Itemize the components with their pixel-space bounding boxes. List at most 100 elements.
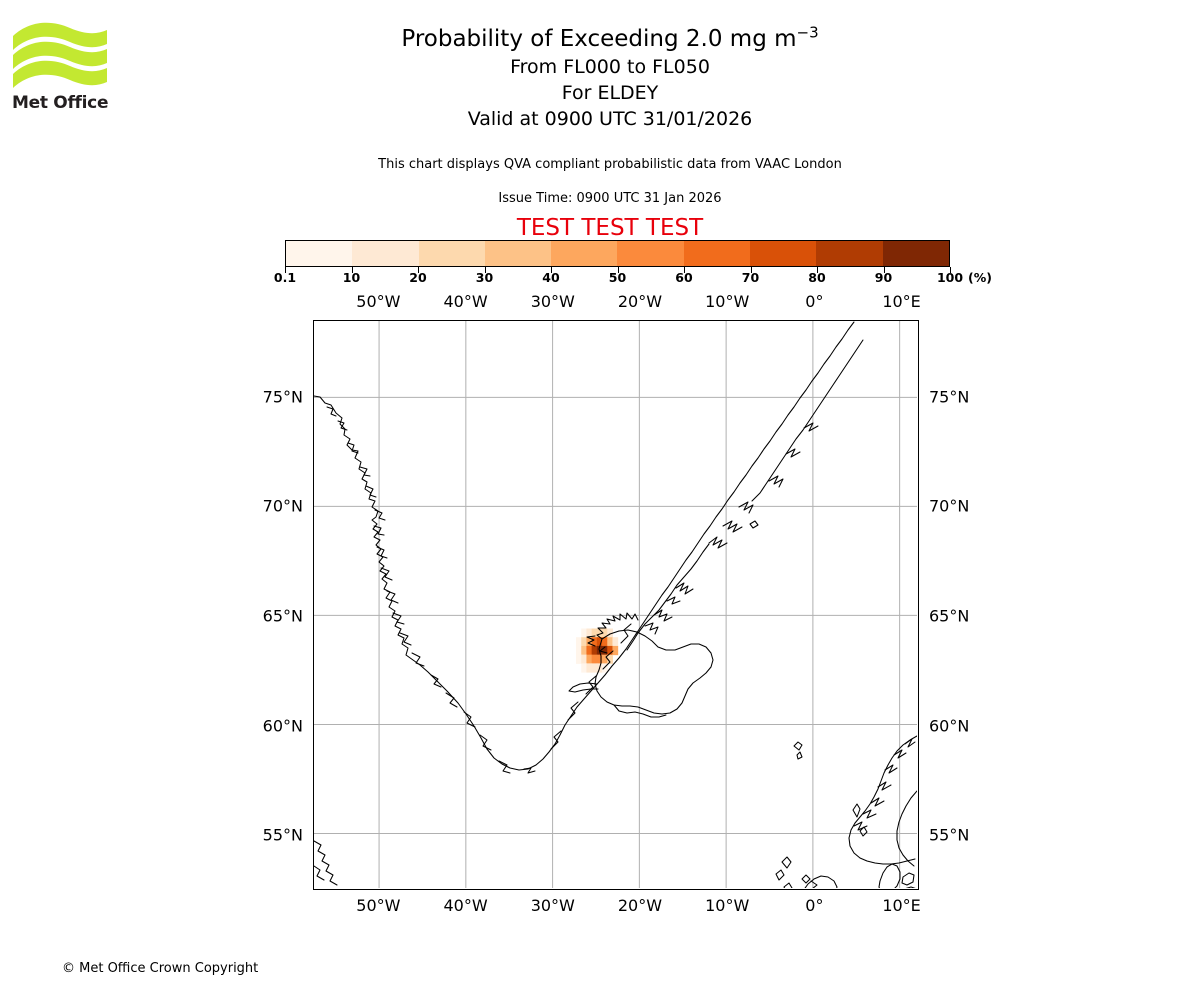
longitude-tick-label: 50°W [356, 292, 401, 311]
test-banner: TEST TEST TEST [516, 215, 704, 241]
latitude-tick-label: 70°N [929, 496, 970, 516]
ash-probability-cell [596, 637, 603, 647]
ash-probability-cell [607, 628, 613, 638]
ash-probability-cell [576, 654, 582, 664]
ash-probability-cell [581, 645, 587, 656]
colorbar-tick-label: 90 [874, 270, 893, 285]
colorbar-tick-labels: 0.1 10 20 30 40 50 60 70 80 90 100 [274, 270, 963, 288]
ash-probability-cell [586, 663, 593, 673]
colorbar-tick-label: 50 [608, 270, 627, 285]
colorbar-tick-label: 0.1 [273, 270, 297, 285]
colorbar-tick [484, 267, 486, 273]
longitude-tick-label: 0° [805, 292, 824, 311]
ash-probability-cell [581, 637, 587, 647]
ash-probability-cell [586, 628, 593, 638]
colorbar-tick-label: 30 [475, 270, 494, 285]
longitude-tick-label: 40°W [443, 896, 488, 915]
ash-probability-cell [607, 637, 613, 647]
latitude-tick-label: 65°N [929, 606, 970, 626]
colorbar-segment-9 [882, 241, 949, 266]
coastlines [314, 321, 917, 888]
longitude-tick-label: 50°W [356, 896, 401, 915]
colorbar-tick-label: 40 [542, 270, 560, 285]
colorbar-tick-label: 20 [409, 270, 427, 285]
ash-probability-cell [591, 645, 598, 656]
met-office-logo-text: Met Office [12, 93, 109, 113]
page-title-exponent: −3 [796, 23, 819, 42]
ash-probability-cell [576, 637, 582, 647]
colorbar-segment-6 [683, 241, 751, 266]
ash-probability-cell [591, 663, 598, 673]
longitude-tick-label: 20°W [617, 896, 663, 915]
ash-probability-cell [602, 637, 608, 647]
page-title-text: Probability of Exceeding 2.0 mg m [401, 26, 797, 52]
longitude-tick-label: 10°E [882, 896, 921, 915]
ash-probability-cell [591, 654, 598, 664]
ash-probability-cell [586, 645, 593, 656]
latitude-tick-label: 55°N [929, 825, 970, 845]
ash-probability-cell [602, 654, 608, 664]
longitude-tick-label: 10°E [882, 292, 921, 311]
ash-probability-cell [612, 637, 619, 647]
colorbar-segment-0 [286, 241, 353, 266]
colorbar-gradient [285, 240, 950, 267]
colorbar-tick [551, 267, 552, 273]
colorbar-unit-label: (%) [968, 270, 992, 285]
ash-probability-cell [602, 628, 608, 638]
flight-level-subtitle: From FL000 to FL050 [510, 56, 710, 78]
ash-probability-cell [612, 645, 619, 656]
chart-title-block: Probability of Exceeding 2.0 mg m−3 From… [280, 24, 940, 132]
latitude-tick-label: 75°N [262, 387, 303, 407]
met-office-logo: Met Office [12, 22, 112, 117]
longitude-tick-label: 40°W [443, 292, 488, 311]
latitude-tick-label: 70°N [262, 496, 303, 516]
latitude-tick-label: 60°N [929, 716, 970, 736]
ash-probability-cell [607, 654, 613, 664]
colorbar-tick [883, 267, 885, 273]
qva-note: This chart displays QVA compliant probab… [378, 157, 842, 172]
met-office-logo-mark [13, 22, 107, 88]
colorbar-segment-3 [484, 241, 552, 266]
volcano-subtitle: For ELDEY [561, 82, 659, 104]
ash-probability-cell [576, 645, 582, 656]
page-title: Probability of Exceeding 2.0 mg m−3 [280, 24, 940, 54]
colorbar-segment-2 [418, 241, 485, 266]
issue-time: Issue Time: 0900 UTC 31 Jan 2026 [498, 191, 722, 206]
probability-colorbar [285, 240, 950, 267]
colorbar-tick-label: 10 [342, 270, 361, 285]
longitude-tick-label: 10°W [705, 292, 750, 311]
latitude-tick-label: 55°N [262, 825, 303, 845]
colorbar-tick [351, 267, 353, 273]
colorbar-tick [418, 267, 419, 273]
ash-probability-cell [591, 637, 598, 647]
ash-probability-cell [586, 654, 593, 664]
ash-probability-cell [596, 654, 603, 664]
colorbar-tick [285, 267, 286, 273]
colorbar-segment-7 [750, 241, 817, 266]
longitude-tick-label: 0° [805, 896, 824, 915]
longitude-tick-label: 30°W [530, 896, 575, 915]
colorbar-tick [684, 267, 685, 273]
colorbar-segment-1 [352, 241, 419, 266]
longitude-tick-label: 10°W [705, 896, 750, 915]
map-canvas [314, 321, 917, 888]
ash-probability-cell [607, 645, 613, 656]
latitude-tick-label: 75°N [929, 387, 970, 407]
colorbar-tick-label: 100 [936, 270, 964, 285]
colorbar-segment-4 [551, 241, 618, 266]
colorbar-tick-label: 80 [808, 270, 826, 285]
longitude-tick-label: 20°W [617, 292, 663, 311]
ash-probability-cell [581, 628, 587, 638]
ash-probability-cell [591, 628, 598, 638]
map-plot-area[interactable] [313, 320, 919, 890]
ash-probability-cell [602, 663, 608, 673]
colorbar-tick [950, 267, 951, 273]
colorbar-tick [750, 267, 752, 273]
latitude-tick-label: 60°N [262, 716, 303, 736]
colorbar-tick [817, 267, 818, 273]
ash-probability-cell [602, 645, 608, 656]
copyright-footer: © Met Office Crown Copyright [62, 961, 259, 976]
graticule-gridlines [314, 321, 917, 888]
ash-probability-cell [581, 663, 587, 673]
colorbar-tick [617, 267, 619, 273]
